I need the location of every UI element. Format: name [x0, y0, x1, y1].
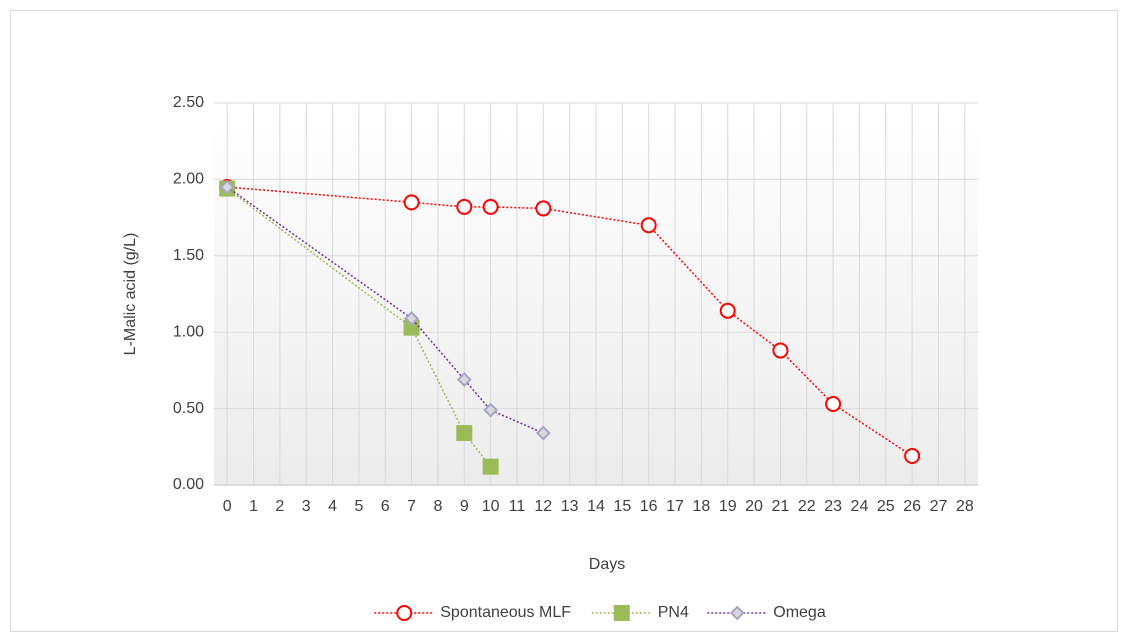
- x-tick-label: 22: [798, 498, 816, 515]
- series-line: [226, 187, 492, 468]
- x-tick-label: 19: [719, 498, 737, 515]
- x-tick-label: 8: [433, 498, 442, 515]
- x-tick-label: 2: [275, 498, 284, 515]
- x-tick-label: 15: [613, 498, 631, 515]
- x-tick-label: 6: [381, 498, 390, 515]
- y-tick-label: 0.00: [173, 476, 204, 493]
- data-point: [482, 198, 499, 215]
- data-point: [772, 342, 789, 359]
- x-tick-label: 3: [302, 498, 311, 515]
- x-axis-label: Days: [589, 556, 625, 573]
- x-tick-label: 18: [692, 498, 710, 515]
- legend-label: PN4: [658, 604, 689, 621]
- x-tick-label: 27: [930, 498, 948, 515]
- legend-marker: [613, 605, 630, 621]
- y-tick-label: 0.50: [173, 400, 204, 417]
- x-tick-label: 26: [903, 498, 921, 515]
- data-point: [456, 198, 473, 215]
- x-tick-label: 25: [877, 498, 895, 515]
- x-tick-label: 1: [249, 498, 258, 515]
- legend-label: Spontaneous MLF: [440, 604, 571, 621]
- legend-marker: [729, 605, 745, 621]
- data-point: [640, 217, 657, 234]
- data-point: [904, 447, 921, 464]
- data-point: [456, 425, 473, 442]
- x-tick-label: 20: [745, 498, 763, 515]
- x-tick-label: 14: [587, 498, 605, 515]
- x-tick-label: 9: [460, 498, 469, 515]
- y-tick-label: 1.50: [173, 247, 204, 264]
- data-point: [535, 200, 552, 217]
- x-tick-label: 7: [407, 498, 416, 515]
- data-point: [719, 302, 736, 319]
- data-point: [219, 179, 235, 195]
- x-tick-label: 16: [640, 498, 658, 515]
- x-tick-label: 10: [482, 498, 500, 515]
- data-point: [482, 458, 499, 475]
- y-tick-label: 2.00: [173, 171, 204, 188]
- y-axis-label: L-Malic acid (g/L): [122, 233, 139, 356]
- x-tick-label: 11: [509, 498, 526, 515]
- x-tick-label: 23: [824, 498, 842, 515]
- x-tick-label: 13: [561, 498, 579, 515]
- x-tick-label: 0: [223, 498, 232, 515]
- x-tick-label: 5: [354, 498, 363, 515]
- data-point: [404, 311, 420, 326]
- data-point: [403, 194, 420, 211]
- x-tick-label: 17: [666, 498, 684, 515]
- data-point: [535, 425, 551, 441]
- y-tick-label: 1.00: [173, 323, 204, 340]
- x-tick-label: 24: [851, 498, 869, 515]
- legend-label: Omega: [773, 604, 826, 621]
- x-tick-label: 4: [328, 498, 337, 515]
- x-tick-label: 12: [534, 498, 552, 515]
- data-point: [456, 372, 472, 387]
- legend-marker: [396, 605, 413, 621]
- data-point: [825, 396, 842, 413]
- y-tick-label: 2.50: [173, 94, 204, 111]
- x-tick-label: 28: [956, 498, 974, 515]
- x-tick-label: 21: [772, 498, 790, 515]
- data-point: [483, 402, 499, 418]
